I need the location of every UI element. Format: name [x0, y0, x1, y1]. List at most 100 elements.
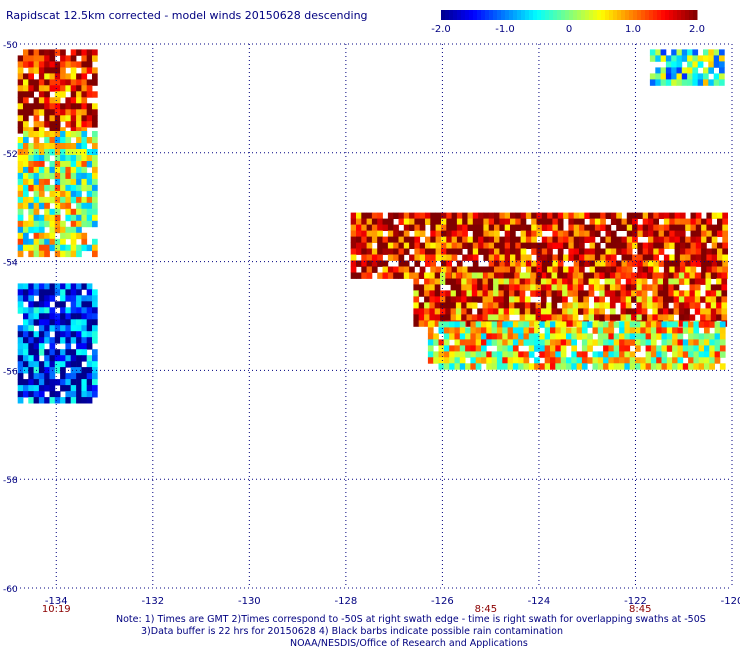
- data-cell: [403, 266, 410, 273]
- data-cell: [539, 345, 546, 352]
- data-cell: [498, 308, 505, 315]
- data-cell: [546, 314, 552, 321]
- data-cell: [38, 55, 45, 62]
- data-cell: [520, 224, 527, 231]
- data-cell: [698, 345, 705, 352]
- data-cell: [631, 296, 637, 303]
- data-cell: [587, 321, 593, 328]
- data-cell: [631, 272, 637, 279]
- data-cell: [597, 333, 604, 340]
- data-cell: [620, 308, 627, 315]
- data-cell: [524, 314, 531, 321]
- data-cell: [488, 212, 495, 219]
- data-cell: [70, 301, 77, 308]
- data-cell: [54, 67, 61, 74]
- data-cell: [557, 248, 564, 255]
- data-cell: [493, 302, 499, 309]
- data-cell: [624, 357, 631, 364]
- data-cell: [60, 313, 66, 320]
- data-cell: [478, 236, 484, 243]
- data-cell: [86, 190, 93, 198]
- data-cell: [550, 321, 556, 328]
- data-cell: [695, 230, 702, 237]
- data-cell: [635, 345, 641, 352]
- data-cell: [663, 218, 670, 225]
- data-cell: [503, 296, 510, 303]
- colorbar-segment: [453, 10, 458, 20]
- data-cell: [429, 272, 436, 279]
- data-cell: [528, 345, 535, 352]
- data-cell: [672, 327, 678, 334]
- data-cell: [581, 321, 588, 328]
- data-cell: [465, 327, 471, 334]
- data-cell: [530, 314, 536, 321]
- data-cell: [49, 73, 56, 80]
- data-cell: [687, 67, 693, 74]
- data-cell: [514, 308, 520, 315]
- data-cell: [76, 97, 82, 104]
- data-cell: [419, 224, 426, 231]
- data-cell: [419, 248, 426, 255]
- data-cell: [705, 302, 712, 309]
- data-cell: [719, 49, 725, 56]
- data-cell: [76, 214, 82, 222]
- data-cell: [81, 391, 88, 398]
- data-cell: [556, 284, 563, 291]
- data-cell: [38, 49, 45, 56]
- data-cell: [546, 302, 552, 309]
- data-cell: [515, 236, 521, 243]
- data-cell: [637, 266, 644, 273]
- data-cell: [38, 301, 45, 308]
- data-cell: [562, 308, 568, 315]
- data-cell: [70, 127, 77, 134]
- data-cell: [676, 61, 683, 68]
- data-cell: [425, 248, 431, 255]
- data-cell: [652, 314, 659, 321]
- data-cell: [510, 266, 516, 273]
- data-cell: [689, 290, 696, 297]
- data-cell: [515, 248, 521, 255]
- data-cell: [509, 308, 515, 315]
- data-cell: [655, 67, 661, 74]
- data-cell: [674, 212, 681, 219]
- data-cell: [658, 236, 665, 243]
- data-cell: [706, 236, 713, 243]
- data-cell: [657, 284, 664, 291]
- data-cell: [54, 220, 61, 228]
- data-cell: [579, 242, 585, 249]
- data-cell: [657, 278, 664, 285]
- data-cell: [17, 143, 24, 150]
- data-cell: [23, 196, 29, 204]
- data-cell: [443, 327, 450, 334]
- data-cell: [86, 55, 93, 62]
- data-cell: [44, 61, 50, 68]
- data-cell: [76, 343, 82, 350]
- colorbar-segment: [637, 10, 642, 20]
- data-cell: [515, 254, 521, 261]
- data-cell: [414, 254, 421, 261]
- data-cell: [23, 49, 29, 56]
- data-cell: [599, 302, 605, 309]
- data-cell: [38, 295, 45, 302]
- data-cell: [475, 345, 482, 352]
- data-cell: [510, 236, 516, 243]
- data-cell: [49, 313, 56, 320]
- data-cell: [713, 55, 720, 62]
- data-cell: [594, 266, 601, 273]
- data-cell: [65, 85, 72, 92]
- data-cell: [92, 208, 98, 216]
- data-cell: [403, 272, 410, 279]
- data-cell: [361, 224, 367, 231]
- data-cell: [54, 172, 61, 180]
- data-cell: [546, 308, 552, 315]
- data-cell: [571, 345, 577, 352]
- data-cell: [550, 351, 556, 358]
- data-cell: [481, 345, 487, 352]
- data-cell: [671, 55, 677, 62]
- data-cell: [636, 308, 643, 315]
- data-cell: [49, 121, 56, 128]
- data-cell: [578, 284, 584, 291]
- data-cell: [366, 230, 373, 237]
- data-cell: [626, 260, 633, 267]
- data-cell: [677, 339, 684, 346]
